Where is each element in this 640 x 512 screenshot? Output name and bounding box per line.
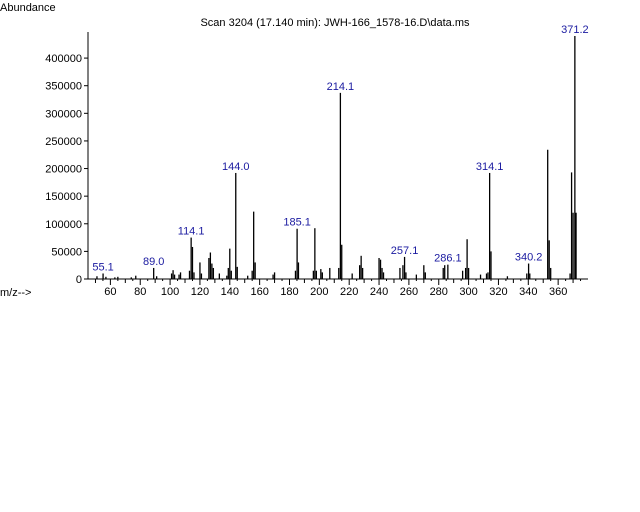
x-tick-label: 300 [459, 286, 477, 298]
x-tick-label: 320 [489, 286, 507, 298]
chart-title: Scan 3204 (17.140 min): JWH-166_1578-16.… [200, 17, 470, 29]
axes: 0 50000 100000 150000 200000 250000 300000 3500… [45, 32, 588, 298]
x-tick-label: 160 [250, 286, 268, 298]
y-tick-label: 400000 [45, 53, 82, 65]
peak-label: 55.1 [92, 261, 113, 273]
x-tick-label: 360 [549, 286, 567, 298]
x-tick-label: 120 [191, 286, 209, 298]
x-tick-label: 100 [161, 286, 179, 298]
peak-label: 89.0 [143, 256, 164, 268]
peak-label: 114.1 [178, 226, 205, 238]
y-tick-label: 200000 [45, 164, 82, 176]
x-axis-label: m/z--> [0, 287, 31, 299]
y-tick-label: 100000 [45, 219, 82, 231]
x-tick-label: 140 [221, 286, 239, 298]
y-tick-label: 350000 [45, 81, 82, 93]
y-tick-label: 300000 [45, 108, 82, 120]
x-tick-label: 240 [370, 286, 388, 298]
y-tick-label: 50000 [51, 246, 82, 258]
peak-label: 371.2 [561, 24, 589, 36]
y-tick-label: 250000 [45, 136, 82, 148]
peak-labels: 55.1 89.0 114.1 144.0 185.1 214.1 257.1 286.1 31… [92, 24, 588, 273]
x-tick-label: 260 [400, 286, 418, 298]
peak-label: 144.0 [222, 161, 250, 173]
y-tick-label: 0 [76, 274, 82, 286]
peak-label: 340.2 [515, 252, 543, 264]
spectrum-bars [96, 36, 577, 279]
peak-label: 286.1 [434, 253, 462, 265]
y-tick-label: 150000 [45, 191, 82, 203]
y-axis-label: Abundance [0, 2, 56, 14]
peak-label: 185.1 [283, 217, 311, 229]
x-tick-label: 60 [104, 286, 116, 298]
peak-label: 257.1 [391, 245, 419, 257]
x-tick-label: 280 [430, 286, 448, 298]
x-tick-label: 220 [340, 286, 358, 298]
x-tick-label: 80 [134, 286, 146, 298]
x-tick-label: 180 [280, 286, 298, 298]
x-tick-label: 340 [519, 286, 537, 298]
peak-label: 214.1 [327, 81, 355, 93]
peak-label: 314.1 [476, 161, 504, 173]
x-tick-label: 200 [310, 286, 328, 298]
